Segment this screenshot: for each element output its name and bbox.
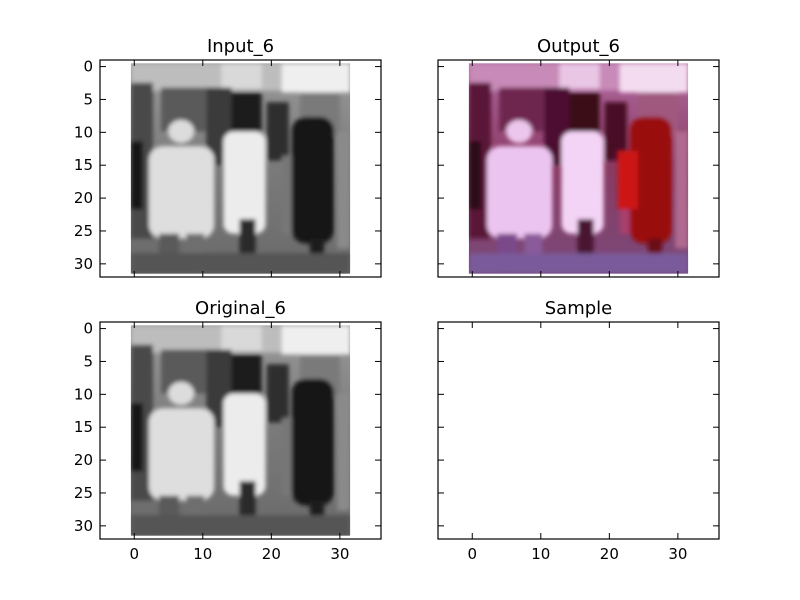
x-tick-label: 0 [129, 545, 139, 563]
x-tick-label: 20 [600, 545, 619, 563]
y-tick-label: 10 [74, 385, 93, 403]
axes-frame [99, 59, 382, 278]
axes-frame [437, 59, 720, 278]
y-tick-label: 25 [74, 222, 93, 240]
image-magenta-tinted-pedestrians [469, 63, 688, 273]
y-tick-label: 20 [74, 451, 93, 469]
x-tick-label: 10 [193, 545, 212, 563]
y-tick-label: 5 [83, 352, 93, 370]
y-tick-label: 30 [74, 255, 93, 273]
subplot-title: Output_6 [537, 36, 620, 57]
x-tick-label: 10 [531, 545, 550, 563]
y-tick-label: 25 [74, 484, 93, 502]
x-tick-label: 20 [262, 545, 281, 563]
subplot-2: Output_6 [437, 36, 720, 278]
subplot-1: Input_6 0 5 10 15 20 25 30 [74, 36, 382, 278]
axes-frame [99, 321, 382, 540]
y-tick-label: 30 [74, 517, 93, 535]
subplot-3: Original_6 0 10 20 30 0 5 10 15 20 25 30 [74, 298, 382, 563]
subplot-title: Sample [545, 298, 613, 319]
x-tick-label: 30 [668, 545, 687, 563]
x-tick-label: 0 [467, 545, 477, 563]
y-tick-label: 10 [74, 123, 93, 141]
y-tick-label: 15 [74, 418, 93, 436]
x-tick-label: 30 [330, 545, 349, 563]
y-tick-label: 0 [83, 320, 93, 338]
image-grayscale-pedestrians [131, 325, 350, 535]
axes-frame [437, 321, 720, 540]
y-tick-label: 0 [83, 58, 93, 76]
y-tick-label: 5 [83, 90, 93, 108]
image-grayscale-pedestrians [131, 63, 350, 273]
subplot-4: Sample 0 10 20 30 [437, 298, 720, 563]
subplot-title: Input_6 [207, 36, 274, 57]
subplot-title: Original_6 [195, 298, 286, 319]
y-tick-label: 20 [74, 189, 93, 207]
y-tick-label: 15 [74, 156, 93, 174]
